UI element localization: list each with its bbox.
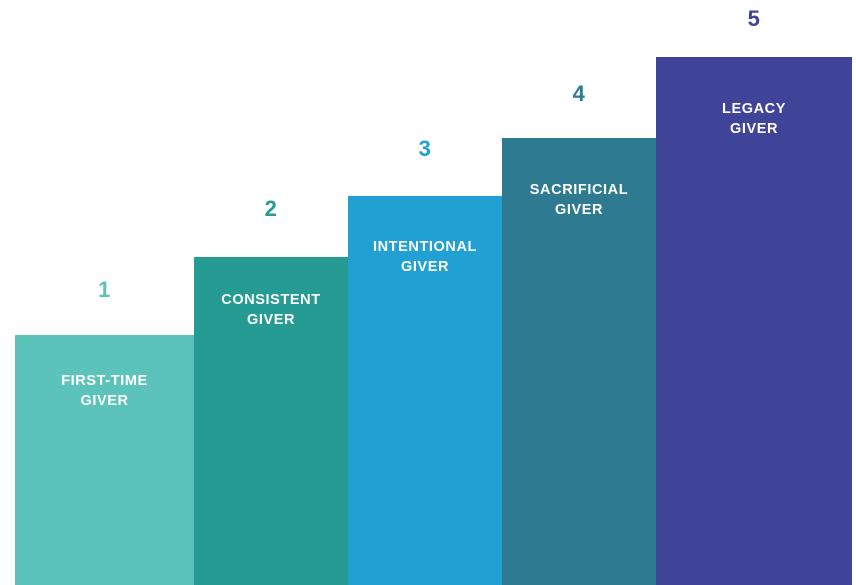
step-number-4: 4 [572,81,586,106]
step-label-line: GIVER [400,259,450,275]
step-label-line: INTENTIONAL [372,239,478,255]
step-label-line: LEGACY [721,101,787,117]
step-label-line: GIVER [246,312,296,328]
step-legacy-giver: 5 LEGACY GIVER [656,7,852,585]
step-number-3: 3 [418,136,432,161]
step-label-line: FIRST-TIME [61,373,148,389]
step-label-first-time-giver: FIRST-TIME GIVER [15,371,194,411]
step-label-line: GIVER [729,121,779,137]
step-label-line: CONSISTENT [221,292,321,308]
step-number-1: 1 [98,277,111,302]
step-intentional-giver: 3 INTENTIONAL GIVER [348,137,502,585]
step-number-5: 5 [747,6,761,31]
step-label-intentional-giver: INTENTIONAL GIVER [348,237,502,277]
step-first-time-giver: 1 FIRST-TIME GIVER [15,278,194,585]
step-number-2: 2 [264,196,278,221]
step-consistent-giver: 2 CONSISTENT GIVER [194,197,348,585]
step-label-line: GIVER [80,393,129,409]
step-label-sacrificial-giver: SACRIFICIAL GIVER [502,180,656,220]
step-label-legacy-giver: LEGACY GIVER [656,99,852,139]
step-label-consistent-giver: CONSISTENT GIVER [194,290,348,330]
step-label-line: GIVER [554,202,604,218]
step-label-line: SACRIFICIAL [529,182,629,198]
step-sacrificial-giver: 4 SACRIFICIAL GIVER [502,82,656,585]
